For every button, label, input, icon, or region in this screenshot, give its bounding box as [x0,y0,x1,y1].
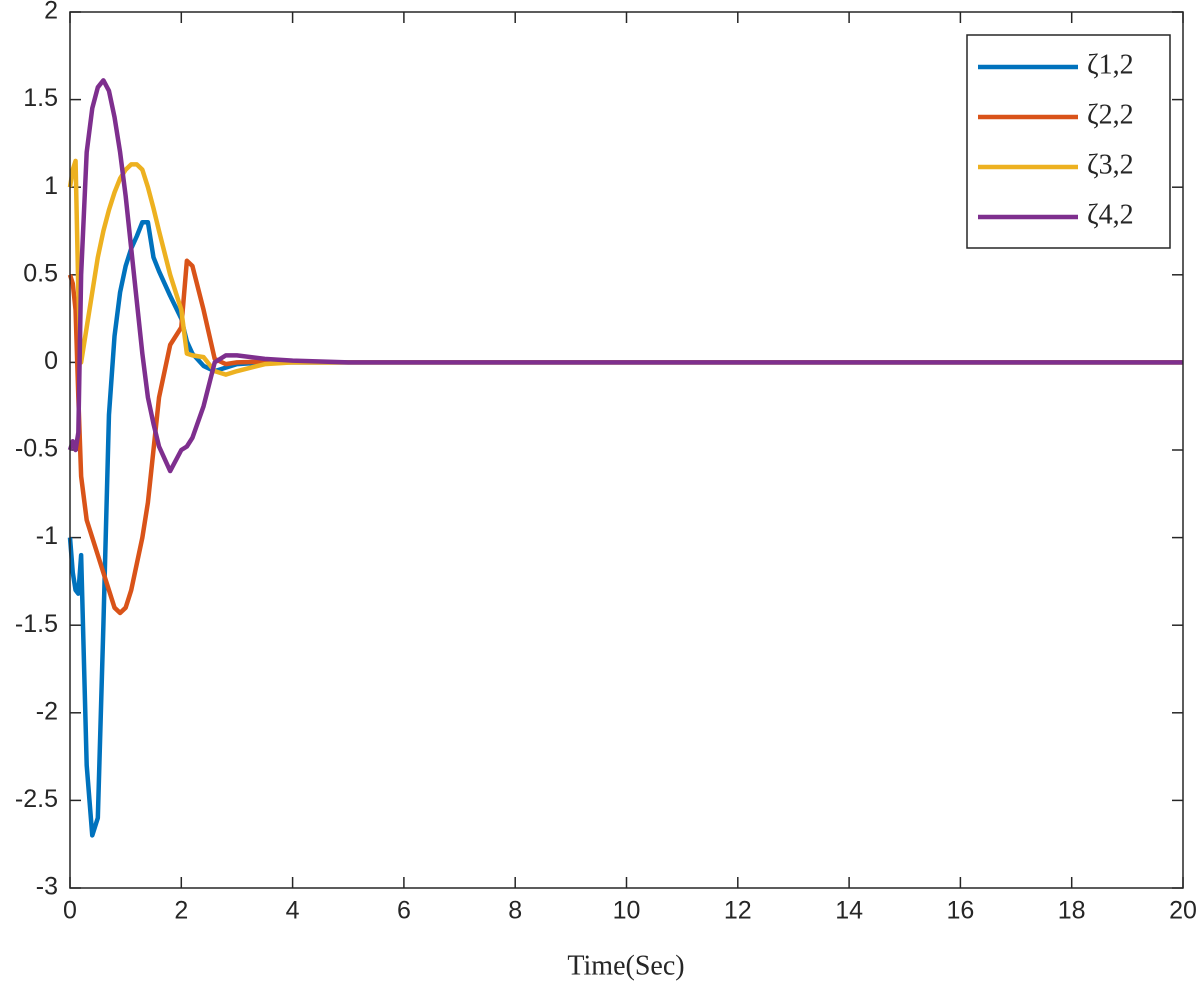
legend-label: ζ4,2 [1087,199,1134,230]
legend-label: ζ1,2 [1087,49,1134,80]
x-tick-label: 18 [1058,897,1086,925]
legend-box [966,34,1171,249]
x-tick-label: 2 [174,897,188,925]
y-tick-label: 0 [44,347,58,375]
x-tick-label: 4 [286,897,300,925]
x-tick-label: 14 [835,897,863,925]
y-tick-label: -2.5 [15,785,58,813]
y-tick-label: 2 [44,0,58,25]
axes-box [69,11,1184,889]
x-axis-label: Time(Sec) [567,950,684,981]
y-tick-label: -3 [36,873,58,901]
x-tick-label: 16 [946,897,974,925]
y-tick-label: -2 [36,697,58,725]
x-tick-label: 8 [508,897,522,925]
x-tick-label: 12 [724,897,752,925]
series-line [67,78,1183,474]
x-tick-label: 20 [1169,897,1197,925]
y-tick-label: 0.5 [23,259,58,287]
y-tick-label: -0.5 [15,435,58,463]
y-tick-label: 1.5 [23,84,58,112]
legend-label: ζ3,2 [1087,149,1134,180]
y-tick-label: -1 [36,522,58,550]
y-tick-label: 1 [44,172,58,200]
x-tick-label: 10 [613,897,641,925]
x-tick-label: 0 [63,897,77,925]
legend-label: ζ2,2 [1087,99,1134,130]
y-tick-label: -1.5 [15,610,58,638]
x-tick-label: 6 [397,897,411,925]
